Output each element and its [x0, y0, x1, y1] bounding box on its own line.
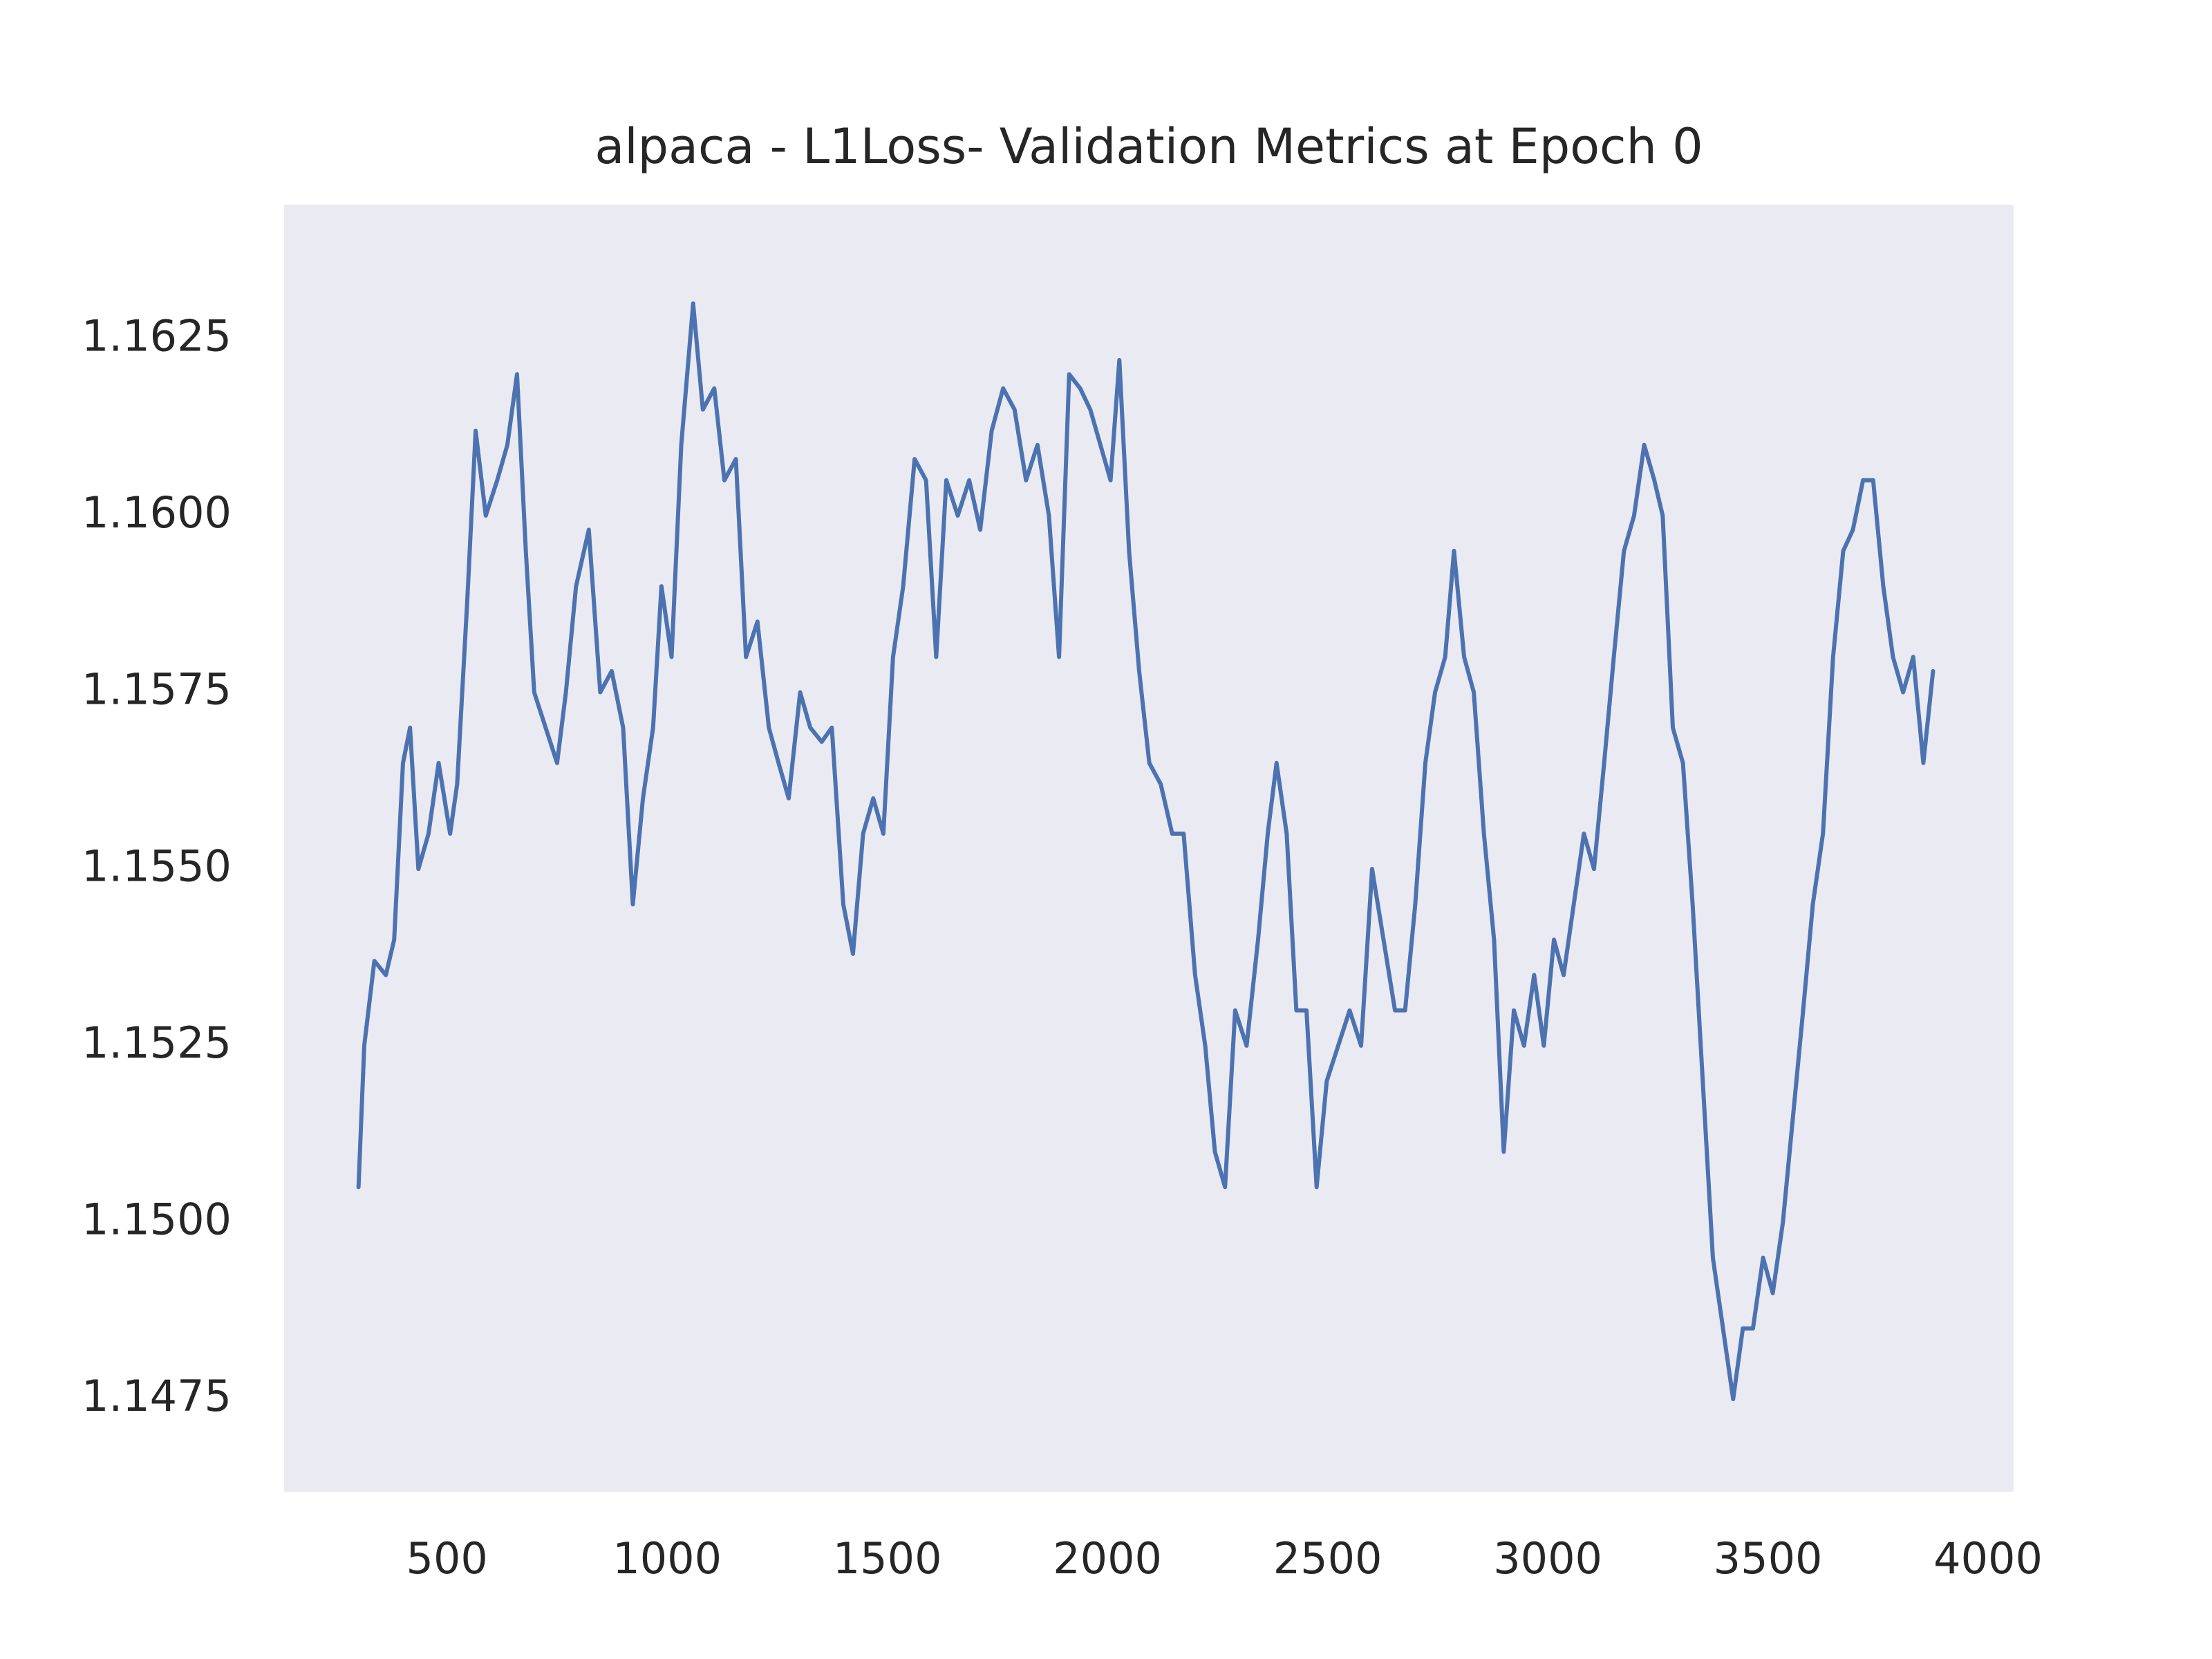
y-tick-label: 1.1575 [82, 664, 232, 715]
y-tick-label: 1.1625 [82, 310, 232, 361]
x-tick-label: 3500 [1714, 1533, 1823, 1584]
x-tick-label: 1000 [612, 1533, 722, 1584]
plot-area [284, 205, 2014, 1492]
x-tick-label: 4000 [1933, 1533, 2043, 1584]
y-tick-label: 1.1475 [82, 1371, 232, 1421]
x-tick-label: 500 [406, 1533, 488, 1584]
x-tick-label: 2000 [1053, 1533, 1162, 1584]
y-tick-label: 1.1550 [82, 841, 232, 891]
chart-title: alpaca - L1Loss- Validation Metrics at E… [594, 118, 1703, 175]
x-tick-label: 1500 [833, 1533, 942, 1584]
x-tick-label: 3000 [1493, 1533, 1602, 1584]
y-tick-label: 1.1600 [82, 487, 232, 538]
x-tick-label: 2500 [1273, 1533, 1382, 1584]
y-tick-label: 1.1525 [82, 1018, 232, 1068]
data-line [356, 301, 1936, 1402]
y-tick-label: 1.1500 [82, 1194, 232, 1245]
